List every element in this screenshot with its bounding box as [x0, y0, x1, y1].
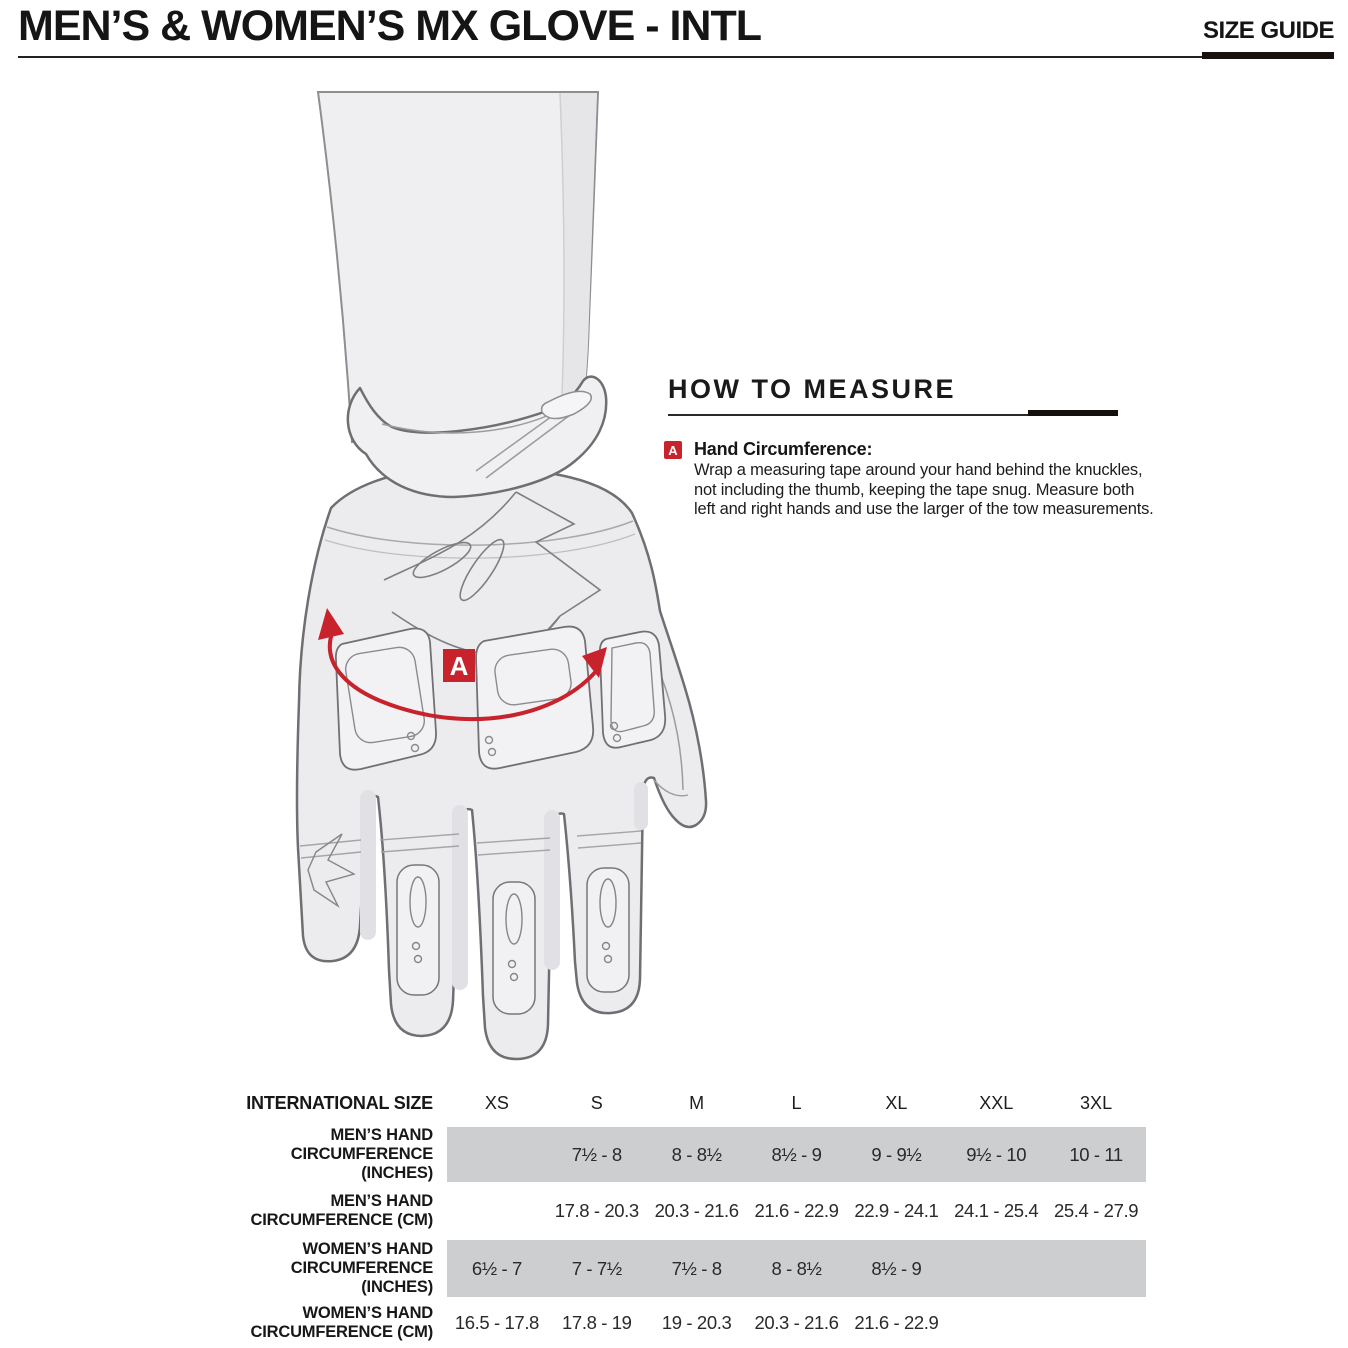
table-cell: 8½ - 9: [746, 1127, 847, 1182]
size-table: INTERNATIONAL SIZE XS S M L XL XXL 3XL M…: [245, 1080, 1146, 1348]
table-header-size-xxl: XXL: [979, 1093, 1014, 1113]
marker-a-badge: A: [664, 441, 682, 459]
table-header-international-size: INTERNATIONAL SIZE: [246, 1093, 433, 1113]
table-cell: 19 - 20.3: [661, 1311, 732, 1333]
row-label-womens-cm: WOMEN’S HAND CIRCUMFERENCE (CM): [250, 1303, 434, 1341]
how-to-measure-divider-accent: [1028, 410, 1118, 416]
how-to-measure-divider: [668, 414, 1118, 416]
fingertip-pads: [307, 833, 630, 1015]
finger-seams: [299, 830, 642, 859]
table-cell: 7 - 7½: [546, 1240, 647, 1297]
table-header-size-3xl: 3XL: [1080, 1093, 1113, 1113]
table-cell: 8 - 8½: [646, 1127, 747, 1182]
hand-circumference-title: Hand Circumference:: [694, 439, 873, 459]
table-cell: [946, 1297, 1046, 1348]
table-cell: 9 - 9½: [846, 1127, 947, 1182]
table-cell: [1046, 1240, 1146, 1297]
measurement-arrow: [318, 608, 607, 722]
arrowhead-left: [318, 608, 344, 640]
arrowhead-right: [582, 647, 607, 678]
table-cell: 21.6 - 22.9: [854, 1311, 939, 1333]
table-cell: 25.4 - 27.9: [1054, 1200, 1139, 1221]
table-cell: 17.8 - 19: [562, 1311, 632, 1333]
table-cell: 7½ - 8: [646, 1240, 747, 1297]
table-cell: 8 - 8½: [746, 1240, 847, 1297]
table-cell: 24.1 - 25.4: [954, 1200, 1039, 1221]
glove-cuff-illustration: [346, 375, 608, 499]
how-to-measure-heading: HOW TO MEASURE: [668, 374, 957, 404]
size-guide-label: SIZE GUIDE: [1202, 17, 1335, 44]
instruction-line: Wrap a measuring tape around your hand b…: [694, 461, 1143, 479]
row-label-mens-cm: MEN’S HAND CIRCUMFERENCE (CM): [250, 1192, 434, 1229]
table-cell: 9½ - 10: [946, 1127, 1047, 1182]
table-cell: 20.3 - 21.6: [654, 1200, 739, 1221]
marker-a-letter: A: [450, 651, 469, 681]
table-cell: 21.6 - 22.9: [754, 1200, 839, 1221]
glove-measurement-diagram: A: [295, 91, 708, 1061]
header-divider: [18, 56, 1334, 58]
table-cell: 7½ - 8: [546, 1127, 647, 1182]
table-cell: [447, 1182, 547, 1240]
instruction-line: not including the thumb, keeping the tap…: [694, 480, 1135, 499]
table-header-size-xs: XS: [484, 1093, 509, 1113]
row-label-mens-inches: MEN’S HAND CIRCUMFERENCE (INCHES): [290, 1126, 433, 1182]
row-label-womens-inches: WOMEN’S HAND CIRCUMFERENCE (INCHES): [290, 1240, 433, 1296]
knuckle-pads: [334, 625, 667, 771]
table-cell: 17.8 - 20.3: [554, 1200, 639, 1221]
table-header-size-l: L: [791, 1093, 802, 1113]
table-cell: 10 - 11: [1046, 1127, 1146, 1182]
table-cell: 6½ - 7: [447, 1240, 547, 1297]
table-cell: [447, 1127, 547, 1182]
table-header-size-xl: XL: [885, 1093, 908, 1113]
table-cell: [1046, 1297, 1146, 1348]
table-cell: 16.5 - 17.8: [454, 1311, 539, 1333]
page-title: MEN’S & WOMEN’S MX GLOVE - INTL: [18, 2, 762, 50]
table-header-size-s: S: [590, 1093, 603, 1113]
header-divider-accent: [1202, 52, 1334, 59]
instruction-line: left and right hands and use the larger …: [694, 500, 1154, 518]
table-cell: [946, 1240, 1047, 1297]
hand-circumference-instructions: Wrap a measuring tape around your hand b…: [694, 461, 1154, 520]
table-cell: 20.3 - 21.6: [754, 1311, 839, 1333]
table-cell: 22.9 - 24.1: [854, 1200, 939, 1221]
measurement-marker-a: A: [443, 649, 475, 682]
table-header-size-m: M: [689, 1093, 705, 1113]
table-cell: 8½ - 9: [846, 1240, 947, 1297]
